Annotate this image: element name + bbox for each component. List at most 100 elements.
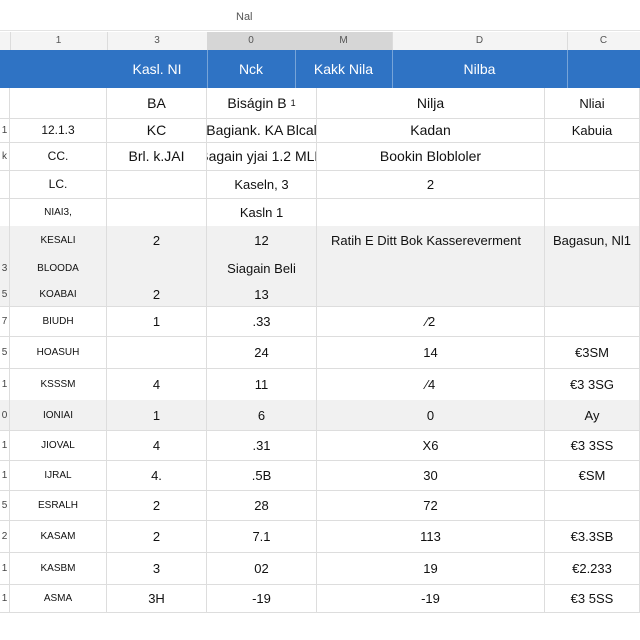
table-cell[interactable]: KASBM (10, 552, 107, 584)
table-cell[interactable]: Kasln 1 (207, 198, 317, 226)
table-cell[interactable]: 2 (107, 226, 207, 254)
table-cell[interactable]: X6 (317, 430, 545, 460)
table-cell[interactable] (107, 170, 207, 198)
column-header[interactable]: C (567, 32, 640, 50)
table-cell[interactable]: 14 (317, 336, 545, 368)
table-cell[interactable]: 1 (0, 552, 10, 584)
table-cell[interactable]: 0 (317, 400, 545, 430)
table-cell[interactable]: 6 (207, 400, 317, 430)
table-cell[interactable]: 7.1 (207, 520, 317, 552)
table-cell[interactable]: €2.233 (545, 552, 640, 584)
table-cell[interactable]: 72 (317, 490, 545, 520)
table-cell[interactable]: 3 (0, 254, 10, 282)
table-cell[interactable]: 12 (207, 226, 317, 254)
table-cell[interactable]: Siagain Beli (207, 254, 317, 282)
table-cell[interactable]: -19 (317, 584, 545, 612)
table-cell[interactable]: 7 (0, 306, 10, 336)
table-cell[interactable]: 11 (207, 368, 317, 400)
table-cell[interactable]: €3 3SG (545, 368, 640, 400)
table-cell[interactable]: 5 (0, 490, 10, 520)
table-cell[interactable]: €3 3SS (545, 430, 640, 460)
table-cell[interactable] (545, 306, 640, 336)
column-header[interactable]: D (392, 32, 568, 50)
corner-cell[interactable] (0, 32, 11, 50)
table-cell[interactable]: Bookin Blobloler (317, 142, 545, 170)
table-cell[interactable]: 2 (107, 520, 207, 552)
table-cell[interactable]: Nliai (545, 88, 640, 118)
table-cell[interactable]: Bagiank. KA Blcal (207, 118, 317, 142)
table-cell[interactable]: 1 (107, 400, 207, 430)
table-cell[interactable]: 1 (0, 460, 10, 490)
header-cell[interactable]: Kasl. NI (107, 50, 208, 88)
table-cell[interactable]: ASMA (10, 584, 107, 612)
table-cell[interactable]: Bagain yjai 1.2 MLK (207, 142, 317, 170)
table-cell[interactable]: -19 (207, 584, 317, 612)
table-cell[interactable]: NIAI3, (10, 198, 107, 226)
header-cell[interactable]: Nck (207, 50, 296, 88)
column-header[interactable]: 0 (207, 32, 296, 50)
table-cell[interactable]: IONIAI (10, 400, 107, 430)
table-cell[interactable]: 2 (317, 170, 545, 198)
table-cell[interactable]: KC (107, 118, 207, 142)
table-cell[interactable]: .33 (207, 306, 317, 336)
table-cell[interactable]: Ay (545, 400, 640, 430)
table-cell[interactable]: 02 (207, 552, 317, 584)
header-cell[interactable]: Nilba (392, 50, 568, 88)
table-cell[interactable]: ⁄4 (317, 368, 545, 400)
table-cell[interactable]: €3SM (545, 336, 640, 368)
table-cell[interactable]: 4 (107, 368, 207, 400)
table-cell[interactable]: KOABAI (10, 282, 107, 306)
table-cell[interactable]: 113 (317, 520, 545, 552)
table-cell[interactable]: IJRAL (10, 460, 107, 490)
table-cell[interactable]: Kabuia (545, 118, 640, 142)
table-cell[interactable] (545, 142, 640, 170)
table-cell[interactable]: 13 (207, 282, 317, 306)
table-cell[interactable]: BLOODA (10, 254, 107, 282)
table-cell[interactable]: ⁄2 (317, 306, 545, 336)
table-cell[interactable] (107, 336, 207, 368)
table-cell[interactable] (0, 226, 10, 254)
table-cell[interactable]: Kadan (317, 118, 545, 142)
table-cell[interactable]: 1 (0, 430, 10, 460)
table-cell[interactable] (107, 198, 207, 226)
table-cell[interactable]: KASAM (10, 520, 107, 552)
table-cell[interactable]: BIUDH (10, 306, 107, 336)
table-cell[interactable]: CC. (10, 142, 107, 170)
table-cell[interactable]: BA (107, 88, 207, 118)
table-cell[interactable] (10, 88, 107, 118)
table-cell[interactable]: 1 (0, 118, 10, 142)
table-cell[interactable]: Bagasun, Nl1 (545, 226, 640, 254)
table-cell[interactable]: €3.3SB (545, 520, 640, 552)
column-header[interactable]: 1 (10, 32, 108, 50)
column-header[interactable]: M (295, 32, 393, 50)
table-cell[interactable]: 28 (207, 490, 317, 520)
table-cell[interactable]: 5 (0, 336, 10, 368)
table-cell[interactable]: Ratih E Ditt Bok Kassereverment (317, 226, 545, 254)
column-header[interactable]: 3 (107, 32, 208, 50)
table-cell[interactable]: 1 (0, 584, 10, 612)
table-cell[interactable] (545, 254, 640, 282)
table-cell[interactable] (317, 282, 545, 306)
table-cell[interactable] (317, 254, 545, 282)
table-cell[interactable]: Kaseln, 3 (207, 170, 317, 198)
table-cell[interactable]: Brl. k.JAI (107, 142, 207, 170)
table-cell[interactable]: 24 (207, 336, 317, 368)
table-cell[interactable] (0, 198, 10, 226)
table-cell[interactable]: 0 (0, 400, 10, 430)
table-cell[interactable]: 4 (107, 430, 207, 460)
table-cell[interactable]: JIOVAL (10, 430, 107, 460)
table-cell[interactable]: .5B (207, 460, 317, 490)
header-cell[interactable]: Kakk Nila (295, 50, 393, 88)
table-cell[interactable]: 1 (0, 368, 10, 400)
table-cell[interactable] (0, 170, 10, 198)
table-cell[interactable]: LC. (10, 170, 107, 198)
table-cell[interactable] (317, 198, 545, 226)
table-cell[interactable] (0, 88, 10, 118)
table-cell[interactable]: 2 (0, 520, 10, 552)
table-cell[interactable]: 4. (107, 460, 207, 490)
table-cell[interactable]: 2 (107, 282, 207, 306)
table-cell[interactable]: .31 (207, 430, 317, 460)
table-cell[interactable]: Nilja (317, 88, 545, 118)
table-cell[interactable]: 12.1.3 (10, 118, 107, 142)
